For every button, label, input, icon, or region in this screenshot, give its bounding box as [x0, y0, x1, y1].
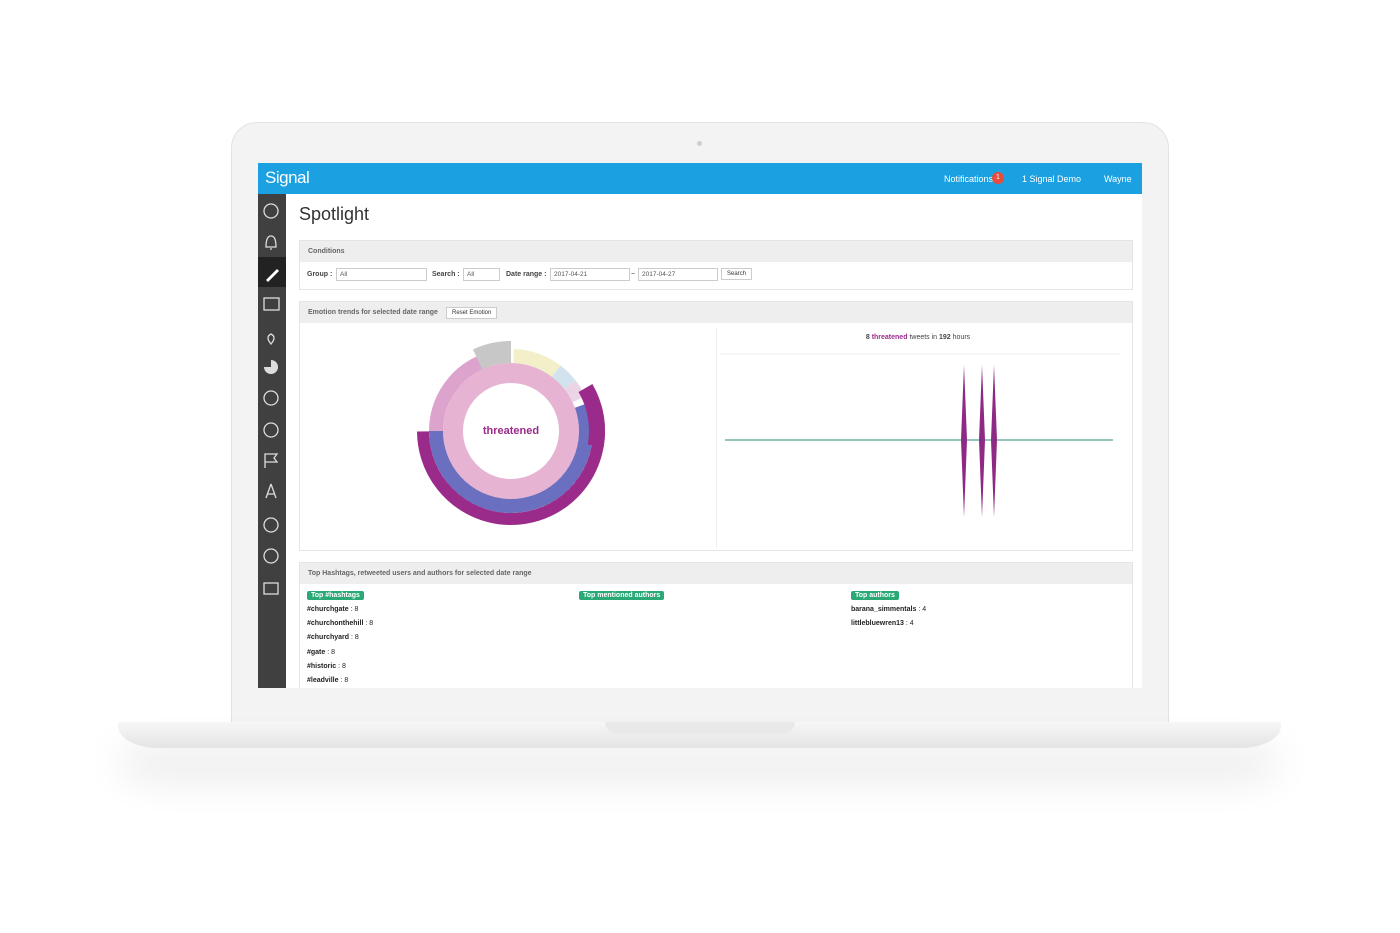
- item-count: 4: [904, 620, 914, 627]
- segment: [429, 349, 593, 513]
- sidebar: [258, 194, 286, 688]
- emotion-charts: threatened 8 threatened tweets in 192 ho…: [417, 334, 1120, 525]
- column-heading: Top #hashtags: [307, 591, 364, 600]
- segment: [421, 341, 601, 521]
- spike: [979, 365, 985, 517]
- group-label: Group :: [307, 271, 333, 278]
- summary-count: 8: [866, 334, 870, 341]
- icon-grid[interactable]: [263, 297, 280, 311]
- ring-inner: [443, 363, 579, 499]
- item-count: 8: [325, 649, 335, 656]
- item-name: #gate: [307, 648, 326, 656]
- spike: [961, 365, 967, 517]
- item-count: 8: [363, 620, 373, 627]
- item-count: 8: [339, 677, 349, 684]
- item-count: 4: [916, 606, 926, 613]
- conditions-panel: Conditions Group : All Search : All Date…: [299, 240, 1133, 290]
- page-title: Spotlight: [299, 204, 370, 224]
- list-item: #leadville8: [307, 677, 348, 684]
- icon-help[interactable]: [263, 548, 279, 564]
- brand[interactable]: Signal: [265, 168, 310, 187]
- icon-history[interactable]: [263, 422, 279, 438]
- icon-pie[interactable]: [264, 360, 278, 374]
- item-name: #churchyard: [307, 634, 350, 642]
- item-count: 8: [349, 606, 359, 613]
- sunburst: threatened: [417, 337, 605, 525]
- panel-heading: Conditions: [300, 241, 1132, 262]
- divider: [716, 328, 717, 548]
- icon-search[interactable]: [263, 390, 279, 406]
- laptop-notch: [605, 722, 795, 734]
- item-name: #churchonthehill: [307, 620, 364, 628]
- icon-briefcase[interactable]: [263, 582, 279, 595]
- top-panel: Top Hashtags, retweeted users and author…: [299, 562, 1133, 688]
- main: Spotlight Conditions Group : All Search …: [286, 194, 1142, 688]
- item-name: #leadville: [307, 677, 339, 684]
- icon-spotlight: [266, 269, 279, 282]
- column-heading: Top authors: [851, 591, 899, 600]
- search-select[interactable]: All: [463, 268, 500, 281]
- panel-heading: Emotion trends for selected date range: [300, 302, 1132, 323]
- list-item: #churchonthehill8: [307, 620, 373, 627]
- item-name: littlebluewren13: [851, 620, 904, 628]
- icon-dashboard[interactable]: [263, 203, 279, 219]
- icon-flag[interactable]: [264, 453, 279, 468]
- panel-title: Emotion trends for selected date range: [308, 309, 438, 316]
- screen: Signal Notifications 1 1 Signal Demo Way…: [258, 163, 1142, 688]
- item-name: #historic: [307, 662, 337, 670]
- item-name: barana_simmentals: [851, 606, 917, 613]
- icon-map[interactable]: [267, 333, 275, 345]
- center-label: threatened: [483, 425, 539, 437]
- icon-next[interactable]: [263, 517, 279, 533]
- summary-text: tweets in: [909, 334, 937, 341]
- notification-badge: 1: [992, 172, 1004, 184]
- summary: 8 threatened tweets in 192 hours: [866, 334, 971, 341]
- search-button[interactable]: Search: [721, 268, 753, 280]
- list-item: #gate8: [307, 649, 335, 656]
- segment: [429, 349, 593, 513]
- summary-unit: hours: [953, 334, 971, 341]
- sidebar-icons: [258, 203, 286, 595]
- icon-tower[interactable]: [265, 483, 277, 499]
- reset-button[interactable]: Reset Emotion: [446, 307, 498, 319]
- spike: [991, 365, 997, 517]
- summary-emotion: threatened: [872, 334, 908, 341]
- date-to[interactable]: 2017-04-27: [638, 268, 718, 281]
- item-count: 8: [349, 634, 359, 641]
- item-name: #churchgate: [307, 606, 349, 613]
- segment: [417, 337, 605, 525]
- list-item: #historic8: [307, 663, 346, 670]
- camera: [697, 141, 702, 146]
- list-item: barana_simmentals4: [851, 606, 926, 613]
- panel-heading: Top Hashtags, retweeted users and author…: [300, 563, 1132, 584]
- summary-hours: 192: [939, 334, 951, 341]
- top-bar: Signal Notifications 1 1 Signal Demo Way…: [258, 163, 1142, 194]
- list-item: #churchyard8: [307, 634, 359, 641]
- list-item: littlebluewren134: [851, 620, 914, 627]
- date-separator: ~: [631, 271, 636, 278]
- column-heading: Top mentioned authors: [579, 591, 665, 600]
- user-menu[interactable]: Wayne: [1104, 174, 1132, 184]
- date-from[interactable]: 2017-04-21: [550, 268, 630, 281]
- spikes: [961, 365, 997, 517]
- group-select[interactable]: All: [336, 268, 427, 281]
- search-label: Search :: [432, 271, 460, 278]
- account[interactable]: 1 Signal Demo: [1022, 174, 1082, 184]
- segment: [429, 349, 593, 513]
- notifications[interactable]: Notifications: [944, 174, 994, 184]
- icon-alerts[interactable]: [265, 235, 277, 250]
- date-label: Date range :: [506, 271, 547, 278]
- list-item: #churchgate8: [307, 606, 358, 613]
- active-item[interactable]: [258, 257, 286, 287]
- item-count: 8: [336, 663, 346, 670]
- emotion-panel: Emotion trends for selected date range R…: [299, 301, 1133, 551]
